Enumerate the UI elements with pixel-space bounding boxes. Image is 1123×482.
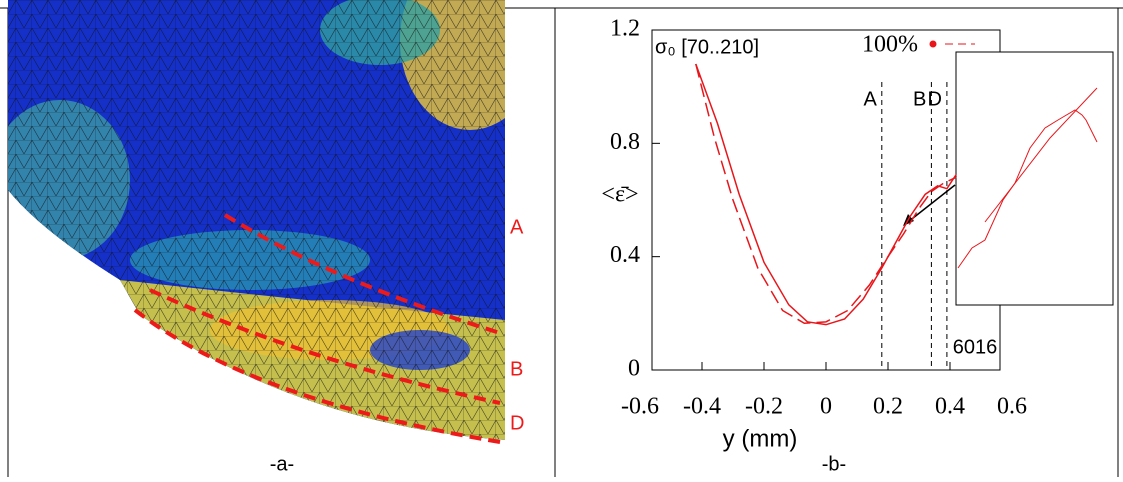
y-tick-label: 1.2 bbox=[610, 16, 640, 42]
x-tick-label: -0.4 bbox=[683, 394, 721, 420]
reference-label: A bbox=[863, 88, 877, 110]
x-tick-label: 0.2 bbox=[873, 394, 903, 420]
legend-marker bbox=[929, 40, 937, 48]
y-tick-label: 0.8 bbox=[610, 129, 640, 155]
x-axis-label: y (mm) bbox=[723, 425, 798, 452]
x-tick-label: 0 bbox=[820, 394, 832, 420]
y-axis-label: <ε̄> bbox=[601, 182, 638, 208]
legend-title: σ₀ [70..210] bbox=[655, 36, 759, 58]
data-line bbox=[695, 63, 957, 326]
y-tick-label: 0 bbox=[628, 356, 640, 382]
inset bbox=[903, 51, 1114, 306]
y-tick-label: 0.4 bbox=[610, 242, 640, 268]
region-boundary bbox=[133, 213, 501, 444]
plot-frame bbox=[651, 29, 1001, 371]
x-tick-label: 0.4 bbox=[935, 394, 965, 420]
mesh-image bbox=[8, 0, 505, 440]
x-tick-label: -0.2 bbox=[745, 394, 783, 420]
annotation: 6016 bbox=[953, 336, 998, 358]
caption: -a- bbox=[270, 453, 294, 475]
region-label: A bbox=[510, 216, 524, 238]
x-tick-label: -0.6 bbox=[621, 394, 659, 420]
x-tick-label: 0.6 bbox=[997, 394, 1027, 420]
caption: -b- bbox=[822, 453, 846, 475]
reference-label: D bbox=[927, 88, 941, 110]
region-label: B bbox=[510, 358, 523, 380]
region-label: D bbox=[510, 412, 524, 434]
legend-label: 100% bbox=[862, 32, 918, 58]
data-line bbox=[695, 63, 957, 325]
reference-label: B bbox=[913, 88, 926, 110]
